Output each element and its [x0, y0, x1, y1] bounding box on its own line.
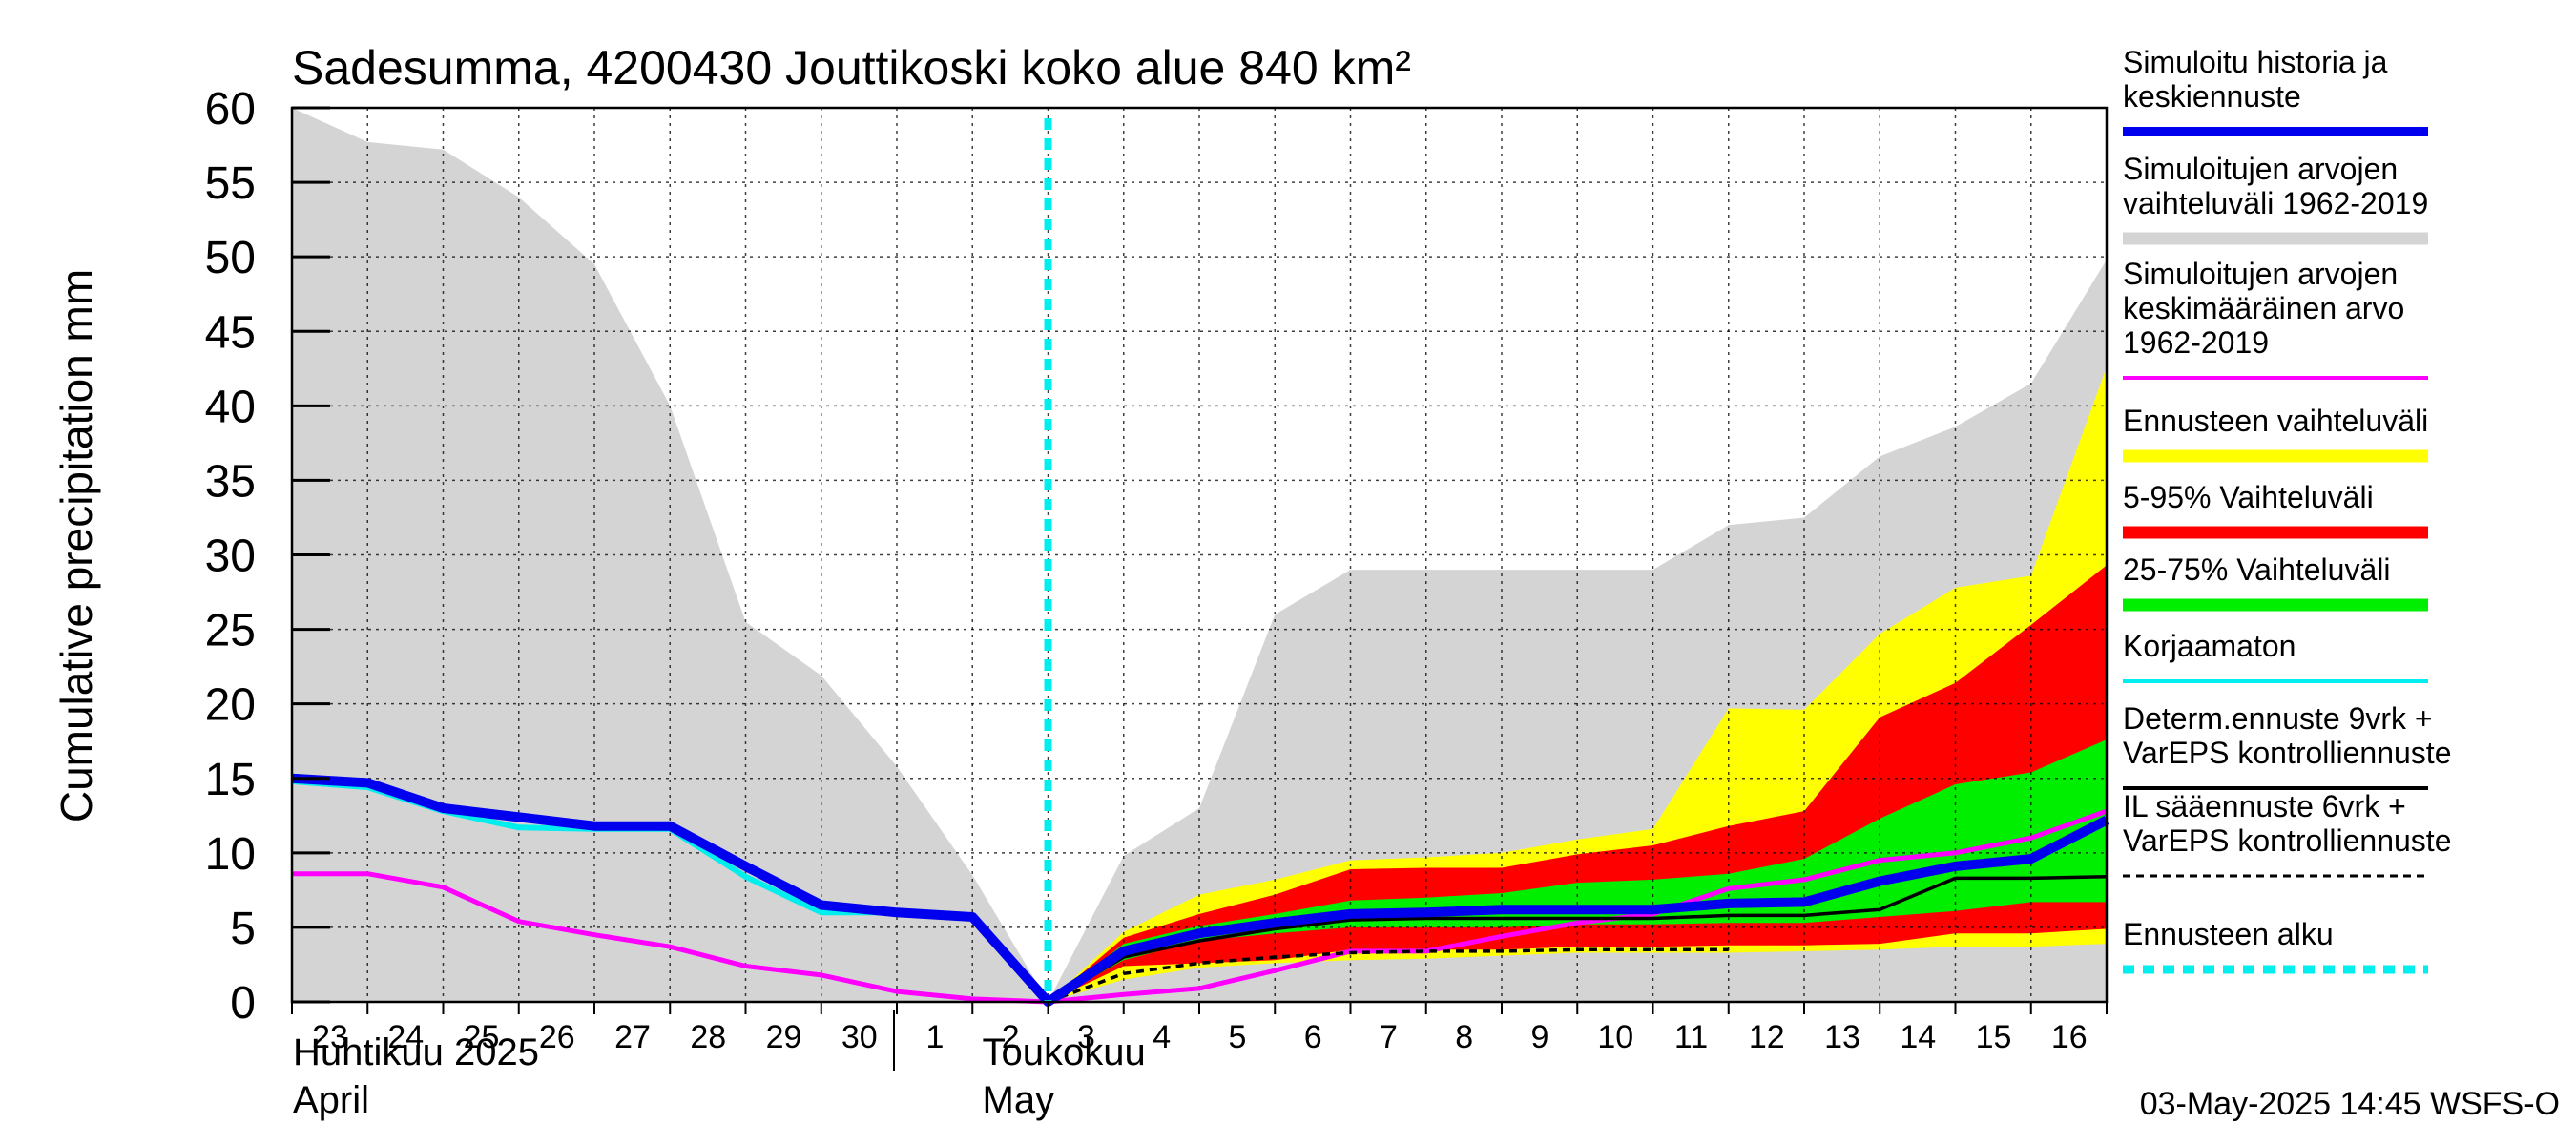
- y-tick-label: 60: [205, 84, 256, 135]
- month-label-en: April: [293, 1079, 369, 1121]
- x-tick-label: 1: [926, 1019, 945, 1055]
- x-tick-label: 25: [464, 1019, 500, 1055]
- month-label-en: May: [983, 1079, 1055, 1121]
- x-tick-label: 30: [841, 1019, 878, 1055]
- y-tick-label: 35: [205, 456, 256, 507]
- y-tick-label: 25: [205, 606, 256, 656]
- x-tick-label: 27: [614, 1019, 651, 1055]
- series-line-sim_history_main: [291, 773, 2109, 1007]
- x-tick-label: 24: [387, 1019, 424, 1055]
- x-tick-label: 26: [539, 1019, 575, 1055]
- legend-label: Simuloitujen arvojen: [2123, 257, 2398, 291]
- y-tick-label: 5: [230, 904, 256, 954]
- y-tick-label: 50: [205, 233, 256, 283]
- x-tick-label: 28: [690, 1019, 726, 1055]
- x-tick-label: 9: [1531, 1019, 1549, 1055]
- y-tick-label: 30: [205, 531, 256, 582]
- legend-label: Ennusteen vaihteluväli: [2123, 404, 2428, 438]
- x-tick-label: 23: [312, 1019, 348, 1055]
- band-p25_75: [1048, 739, 2107, 1002]
- legend-label: VarEPS kontrolliennuste: [2123, 736, 2451, 770]
- chart-title: Sadesumma, 4200430 Jouttikoski koko alue…: [292, 41, 1411, 94]
- y-tick-label: 15: [205, 755, 256, 805]
- y-tick-label: 45: [205, 307, 256, 358]
- footer-timestamp: 03-May-2025 14:45 WSFS-O: [2140, 1086, 2560, 1122]
- legend-label: 5-95% Vaihteluväli: [2123, 480, 2374, 514]
- month-label-fi: Huhtikuu 2025: [293, 1031, 539, 1073]
- legend-label: keskimääräinen arvo: [2123, 291, 2404, 325]
- x-tick-label: 12: [1749, 1019, 1785, 1055]
- x-tick-label: 5: [1229, 1019, 1247, 1055]
- legend-label: Ennusteen alku: [2123, 917, 2334, 951]
- x-tick-label: 10: [1597, 1019, 1633, 1055]
- x-tick-label: 6: [1304, 1019, 1322, 1055]
- legend-label: Determ.ennuste 9vrk +: [2123, 701, 2433, 736]
- x-tick-label: 4: [1153, 1019, 1171, 1055]
- y-tick-label: 10: [205, 829, 256, 880]
- y-tick-label: 55: [205, 158, 256, 209]
- grid: [292, 108, 2107, 1002]
- series-lines: [291, 118, 2109, 1007]
- x-tick-label: 7: [1380, 1019, 1398, 1055]
- x-tick-label: 8: [1455, 1019, 1473, 1055]
- month-label-fi: Toukokuu: [983, 1031, 1146, 1073]
- x-tick-label: 15: [1976, 1019, 2012, 1055]
- y-tick-label: 0: [230, 978, 256, 1029]
- legend-label: 1962-2019: [2123, 325, 2269, 360]
- y-axis-label: Cumulative precipitation mm: [52, 269, 101, 822]
- x-tick-label: 13: [1824, 1019, 1860, 1055]
- legend-label: Simuloitujen arvojen: [2123, 152, 2398, 186]
- x-tick-label: 11: [1674, 1019, 1708, 1055]
- x-tick-label: 3: [1077, 1019, 1095, 1055]
- x-tick-label: 2: [1002, 1019, 1020, 1055]
- series-line-determ: [1047, 875, 2108, 1004]
- legend-label: Simuloitu historia ja: [2123, 45, 2388, 79]
- x-tick-label: 14: [1900, 1019, 1936, 1055]
- x-tick-label: 16: [2051, 1019, 2088, 1055]
- y-tick-label: 20: [205, 680, 256, 731]
- legend-label: keskiennuste: [2123, 79, 2301, 114]
- legend-label: VarEPS kontrolliennuste: [2123, 823, 2451, 858]
- series-line-sim_mean: [292, 808, 2108, 1005]
- y-tick-label: 40: [205, 382, 256, 432]
- x-tick-label: 29: [766, 1019, 802, 1055]
- legend-label: 25-75% Vaihteluväli: [2123, 552, 2390, 587]
- legend-label: IL sääennuste 6vrk +: [2123, 789, 2406, 823]
- legend-label: Korjaamaton: [2123, 629, 2296, 663]
- legend-label: vaihteluväli 1962-2019: [2123, 186, 2428, 220]
